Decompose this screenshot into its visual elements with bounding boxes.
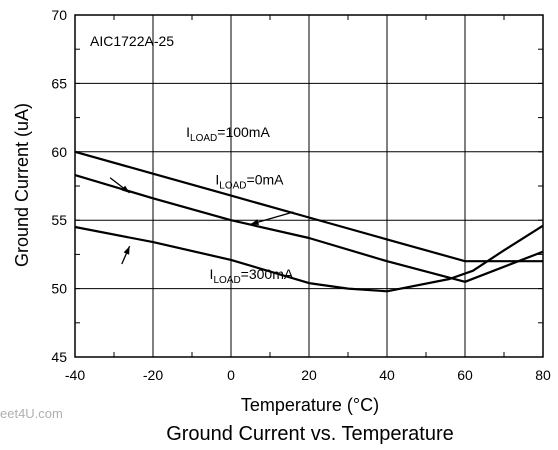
device-label: AIC1722A-25 (90, 33, 174, 49)
series-label-subscript: LOAD (190, 133, 217, 144)
y-tick-label: 60 (51, 144, 67, 160)
series-label: ILOAD=100mA (186, 124, 270, 144)
series-label-rest: =100mA (217, 124, 270, 140)
x-axis-title: Temperature (°C) (241, 395, 379, 415)
series-label-main: I (210, 266, 214, 282)
x-tick-label: -20 (143, 367, 163, 383)
series-label: ILOAD=300mA (210, 266, 294, 286)
series-label: ILOAD=0mA (215, 172, 284, 192)
annotation-arrow-head (250, 219, 260, 225)
series-label-subscript: LOAD (213, 275, 240, 286)
series-label-subscript: LOAD (219, 181, 246, 192)
chart-title: Ground Current vs. Temperature (166, 423, 454, 445)
y-tick-label: 65 (51, 75, 67, 91)
y-tick-label: 55 (51, 212, 67, 228)
series-line (74, 174, 544, 283)
y-tick-label: 50 (51, 281, 67, 297)
plot-frame (74, 14, 544, 358)
x-tick-label: 20 (301, 367, 317, 383)
tick-labels: -40 -20 0 20 40 60 80 45 50 55 60 65 70 (51, 7, 551, 383)
grid-lines (75, 15, 543, 357)
series-line (74, 150, 543, 263)
x-tick-label: 0 (227, 367, 235, 383)
series-label-main: I (186, 124, 190, 140)
y-tick-label: 45 (51, 349, 67, 365)
y-tick-label: 70 (51, 7, 67, 23)
x-tick-label: 60 (457, 367, 473, 383)
y-axis-title: Ground Current (uA) (12, 103, 32, 267)
series-label-rest: =0mA (247, 172, 285, 188)
annotation-arrow-head (123, 246, 130, 255)
annotation-arrow-head (121, 185, 130, 193)
series-line (74, 224, 544, 293)
series-lines (74, 150, 544, 293)
minor-ticks (74, 14, 544, 358)
series-label-main: I (215, 172, 219, 188)
watermark-text: eet4U.com (0, 406, 63, 421)
x-tick-label: 40 (379, 367, 395, 383)
x-tick-label: -40 (65, 367, 85, 383)
series-label-rest: =300mA (241, 266, 294, 282)
x-tick-label: 80 (535, 367, 551, 383)
